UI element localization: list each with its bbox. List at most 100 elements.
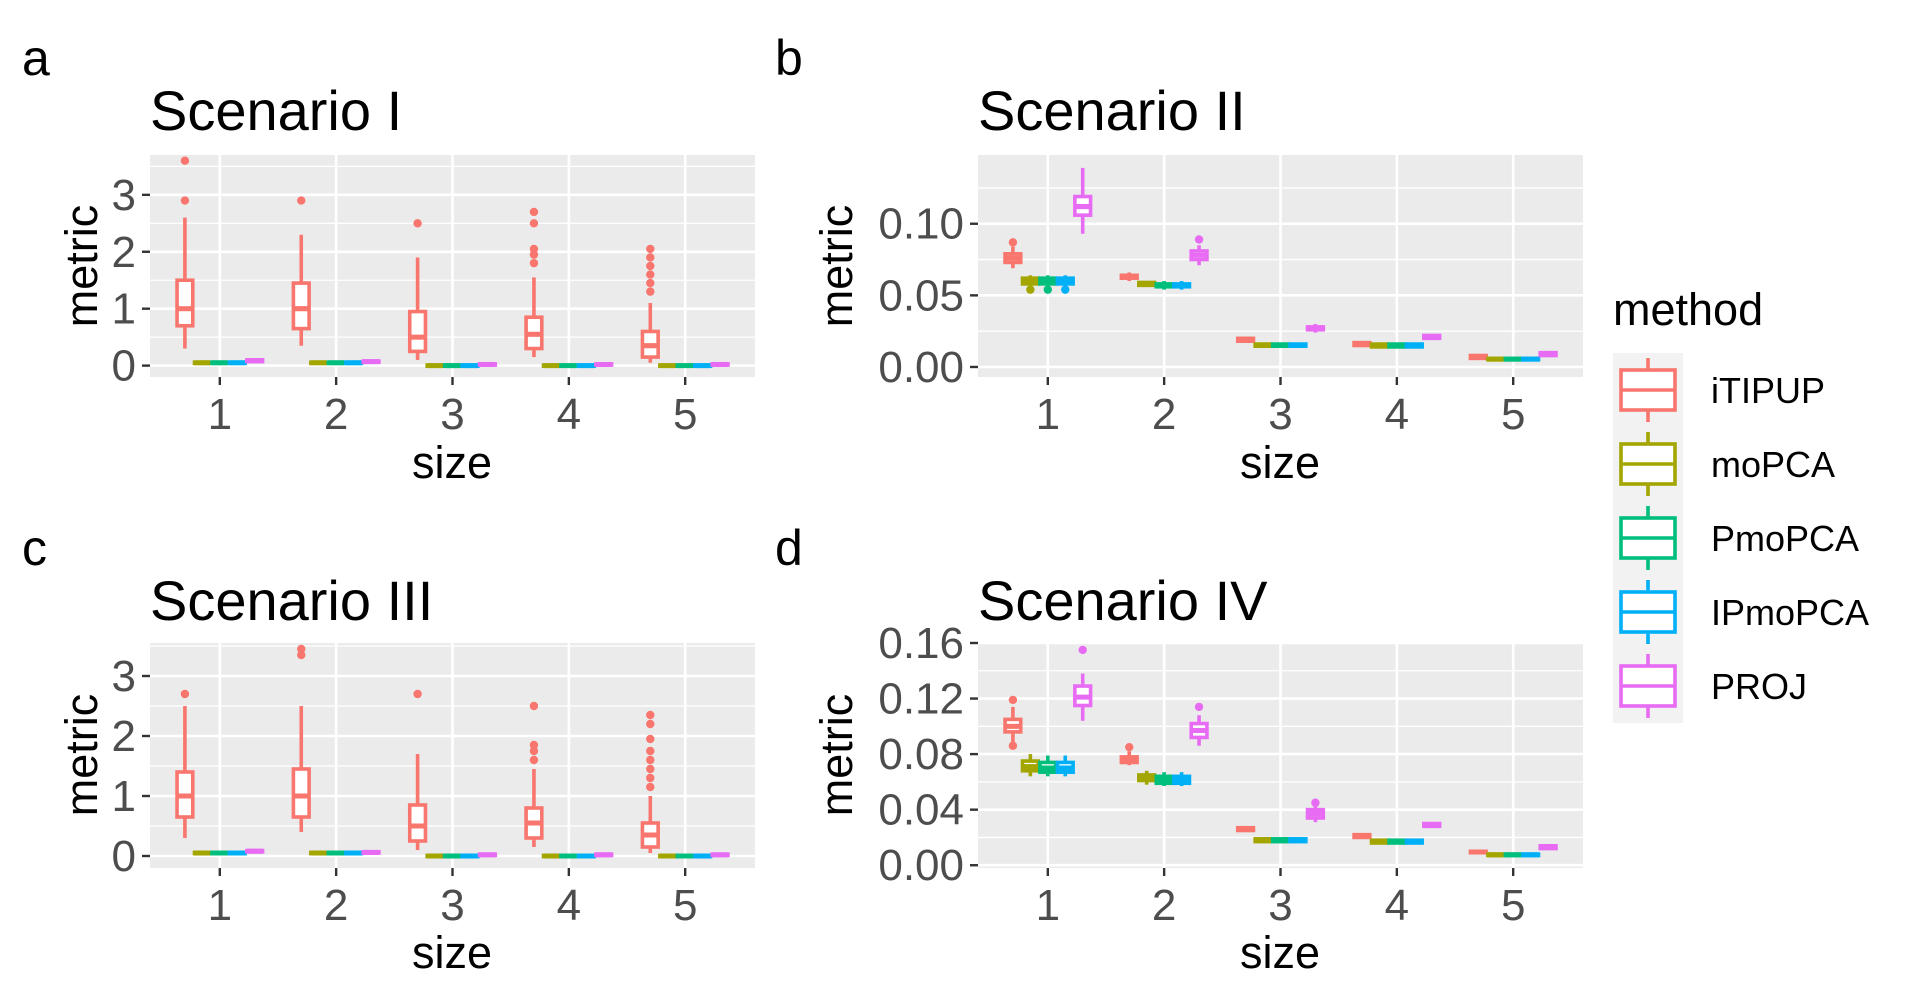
panel-tag-c: c [22, 520, 47, 576]
x-tick-label-d: 5 [1501, 881, 1525, 930]
panel-a: a Scenario I 0 1 2 3 1 2 3 4 5 size metric [22, 30, 755, 488]
box-moPCA-size-3-d [1253, 837, 1273, 844]
outlier-point [529, 207, 539, 217]
box-PROJ-size-3-c [477, 852, 498, 858]
outlier-point [646, 719, 655, 729]
outlier-point [1194, 235, 1204, 244]
outlier-point [646, 764, 655, 774]
box-PROJ-size-1-d [1073, 645, 1093, 721]
box-PmoPCA-size-1-a [210, 360, 230, 366]
legend-label-moPCA: moPCA [1711, 444, 1835, 485]
box-PROJ-size-5-b [1538, 350, 1558, 358]
panel-tag-b: b [775, 30, 803, 86]
box-moPCA-size-3-c [425, 853, 445, 859]
box-moPCA-size-5-c [658, 853, 678, 859]
box-iTIPUP-size-1-a [175, 156, 195, 349]
legend-item-IPmoPCA: IPmoPCA [1619, 580, 1869, 644]
box-iTIPUP-size-4-c [524, 701, 544, 847]
y-tick-label-c: 3 [112, 652, 136, 701]
box-moPCA-size-4-c [541, 853, 562, 859]
box-moPCA-size-4-a [541, 363, 562, 369]
x-tick-label-b: 4 [1385, 390, 1409, 439]
legend-item-iTIPUP: iTIPUP [1619, 358, 1825, 422]
box-IPmoPCA-size-2-d [1171, 772, 1192, 787]
outlier-point [646, 782, 655, 792]
x-tick-label-b: 5 [1501, 390, 1525, 439]
box-IPmoPCA-size-3-a [460, 363, 480, 369]
outlier-point [646, 261, 655, 271]
outlier-point [646, 278, 655, 288]
box-IPmoPCA-size-5-d [1520, 852, 1541, 858]
x-tick-label-b: 1 [1036, 390, 1060, 439]
outlier-point [646, 710, 655, 720]
box-iTIPUP-size-3-d [1235, 825, 1256, 833]
outlier-point [297, 644, 306, 654]
box-moPCA-size-3-b [1253, 342, 1273, 349]
box-moPCA-size-2-b [1137, 280, 1157, 288]
box-iTIPUP-size-3-a [407, 219, 428, 360]
outlier-point [180, 196, 190, 205]
x-tick-label-d: 3 [1268, 881, 1292, 930]
outlier-point [529, 258, 539, 268]
x-axis-title-b: size [1240, 437, 1320, 488]
box-body [407, 803, 428, 843]
legend-label-iTIPUP: iTIPUP [1711, 370, 1825, 411]
box-IPmoPCA-size-3-c [460, 853, 480, 859]
box-PmoPCA-size-5-b [1503, 356, 1523, 362]
box-moPCA-size-4-b [1369, 342, 1390, 349]
box-PROJ-size-4-c [594, 852, 614, 858]
box-PROJ-size-4-a [594, 361, 614, 367]
box-body [175, 278, 195, 328]
outlier-point [1008, 741, 1018, 750]
box-PmoPCA-size-2-a [326, 360, 346, 366]
plot-area-b: 0.00 0.05 0.10 1 2 3 4 5 [878, 155, 1583, 439]
box-PmoPCA-size-5-a [675, 363, 695, 369]
y-axis-title-b: metric [811, 205, 862, 328]
box-moPCA-size-5-d [1486, 852, 1506, 858]
box-iTIPUP-size-5-d [1468, 849, 1488, 855]
box-PmoPCA-size-3-b [1270, 342, 1291, 349]
x-tick-label-c: 4 [557, 881, 581, 930]
box-iTIPUP-size-5-a [640, 244, 660, 363]
x-axis-title-a: size [412, 437, 492, 488]
box-IPmoPCA-size-2-b [1171, 281, 1192, 290]
box-PROJ-size-2-c [361, 849, 381, 855]
y-tick-label-c: 2 [112, 712, 136, 761]
x-axis-title-c: size [412, 927, 492, 978]
panel-title-a: Scenario I [150, 79, 402, 142]
box-IPmoPCA-size-4-c [576, 853, 596, 859]
box-PmoPCA-size-1-b [1038, 275, 1058, 294]
y-tick-label-b: 0.10 [878, 200, 964, 249]
outlier-point [1125, 742, 1134, 752]
plot-area-a: 0 1 2 3 1 2 3 4 5 [112, 155, 755, 439]
x-tick-label-a: 5 [673, 390, 697, 439]
y-tick-label-c: 1 [112, 772, 136, 821]
box-iTIPUP-size-1-d [1003, 695, 1023, 750]
panel-c: c Scenario III 0 1 2 3 1 2 3 4 5 size metric [22, 520, 755, 978]
box-IPmoPCA-size-3-d [1288, 837, 1308, 844]
outlier-point [297, 650, 306, 660]
y-tick-label-a: 1 [112, 285, 136, 334]
box-moPCA-size-4-d [1369, 838, 1390, 845]
y-axis-title-d: metric [811, 694, 862, 817]
box-iTIPUP-size-1-c [175, 689, 195, 838]
box-moPCA-size-1-a [192, 360, 213, 366]
outlier-point [646, 755, 655, 765]
outlier-point [1043, 285, 1053, 294]
box-PmoPCA-size-4-a [559, 363, 579, 369]
box-body [407, 309, 428, 354]
panel-title-b: Scenario II [978, 79, 1246, 142]
box-PROJ-size-2-b [1189, 235, 1209, 266]
y-tick-label-a: 2 [112, 228, 136, 277]
box-PROJ-size-4-b [1422, 333, 1442, 341]
outlier-point [529, 219, 539, 228]
box-IPmoPCA-size-5-c [692, 853, 713, 859]
x-tick-label-d: 2 [1152, 881, 1176, 930]
outlier-point [529, 746, 539, 756]
legend-title: method [1613, 284, 1763, 335]
box-PROJ-size-2-d [1189, 702, 1209, 746]
box-PROJ-size-5-c [710, 852, 730, 858]
panel-title-c: Scenario III [150, 569, 433, 632]
legend-key-PmoPCA [1619, 506, 1677, 570]
box-PmoPCA-size-5-c [675, 853, 695, 859]
